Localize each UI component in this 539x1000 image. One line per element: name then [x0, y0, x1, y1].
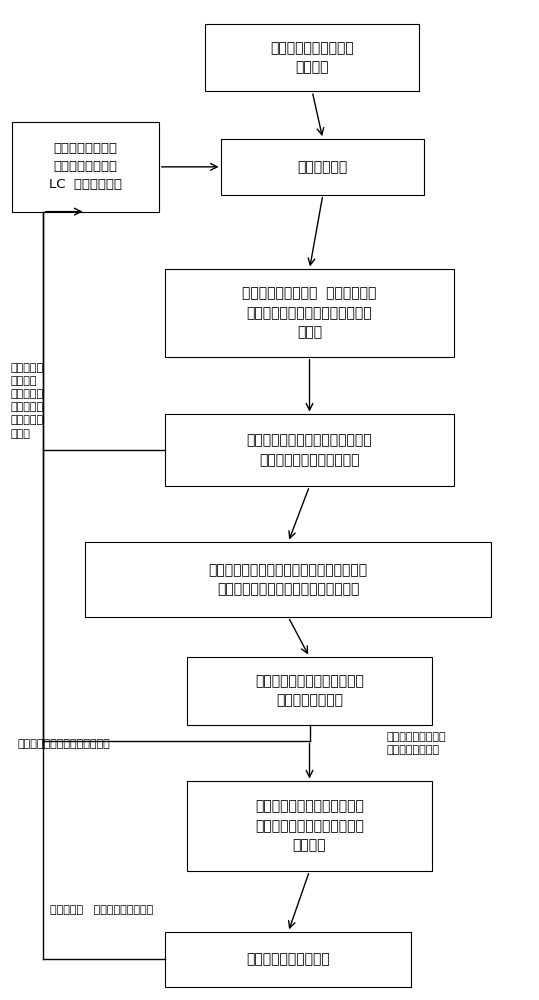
- FancyBboxPatch shape: [86, 542, 491, 617]
- Text: 给出最终优化设计方案: 给出最终优化设计方案: [246, 952, 330, 966]
- Text: 实际结构、   材料难以设计或制造: 实际结构、 材料难以设计或制造: [50, 905, 153, 915]
- Text: 初步确定一典型电
感型限流避雷针的
LC  链式等效电路: 初步确定一典型电 感型限流避雷针的 LC 链式等效电路: [49, 142, 122, 191]
- Text: 反击耐雷水平无提高或提高有限: 反击耐雷水平无提高或提高有限: [18, 739, 110, 749]
- FancyBboxPatch shape: [205, 24, 419, 91]
- Text: 验证基于幅频特性分析的链式
等效电路防雷效果: 验证基于幅频特性分析的链式 等效电路防雷效果: [255, 674, 364, 708]
- Text: 反击耐雷水平提高明
显或达到设计要求: 反击耐雷水平提高明 显或达到设计要求: [387, 732, 446, 755]
- Text: 幅频响应特性: 幅频响应特性: [298, 160, 348, 174]
- FancyBboxPatch shape: [12, 122, 159, 212]
- FancyBboxPatch shape: [187, 781, 432, 871]
- Text: 修改链式等
效电路参
数，使对降
低雷电流幅
值和陡度更
加明显: 修改链式等 效电路参 数，使对降 低雷电流幅 值和陡度更 加明显: [11, 363, 44, 439]
- FancyBboxPatch shape: [165, 932, 411, 987]
- FancyBboxPatch shape: [165, 414, 453, 486]
- FancyBboxPatch shape: [222, 139, 424, 195]
- FancyBboxPatch shape: [165, 269, 453, 357]
- Text: 输出雷电流频谱特性  、幅值和波前
陡度与输入雷电流的差异及影响因
素分析: 输出雷电流频谱特性 、幅值和波前 陡度与输入雷电流的差异及影响因 素分析: [243, 287, 377, 340]
- FancyBboxPatch shape: [187, 657, 432, 725]
- Text: 典型雷电流波形及频谱
特性分析: 典型雷电流波形及频谱 特性分析: [270, 41, 354, 74]
- Text: 确定对输出雷电流幅值和陡度有较
大影响的链式等效电路参数: 确定对输出雷电流幅值和陡度有较 大影响的链式等效电路参数: [247, 434, 372, 467]
- Text: 确定参数，并结合有限元分析
给出电感型限流避雷针的优化
设计方案: 确定参数，并结合有限元分析 给出电感型限流避雷针的优化 设计方案: [255, 800, 364, 853]
- Text: 建立输电线路和杆塔的反击耐雷水平仿真程
序，分析有无连接链式等效电路的差异: 建立输电线路和杆塔的反击耐雷水平仿真程 序，分析有无连接链式等效电路的差异: [209, 563, 368, 596]
